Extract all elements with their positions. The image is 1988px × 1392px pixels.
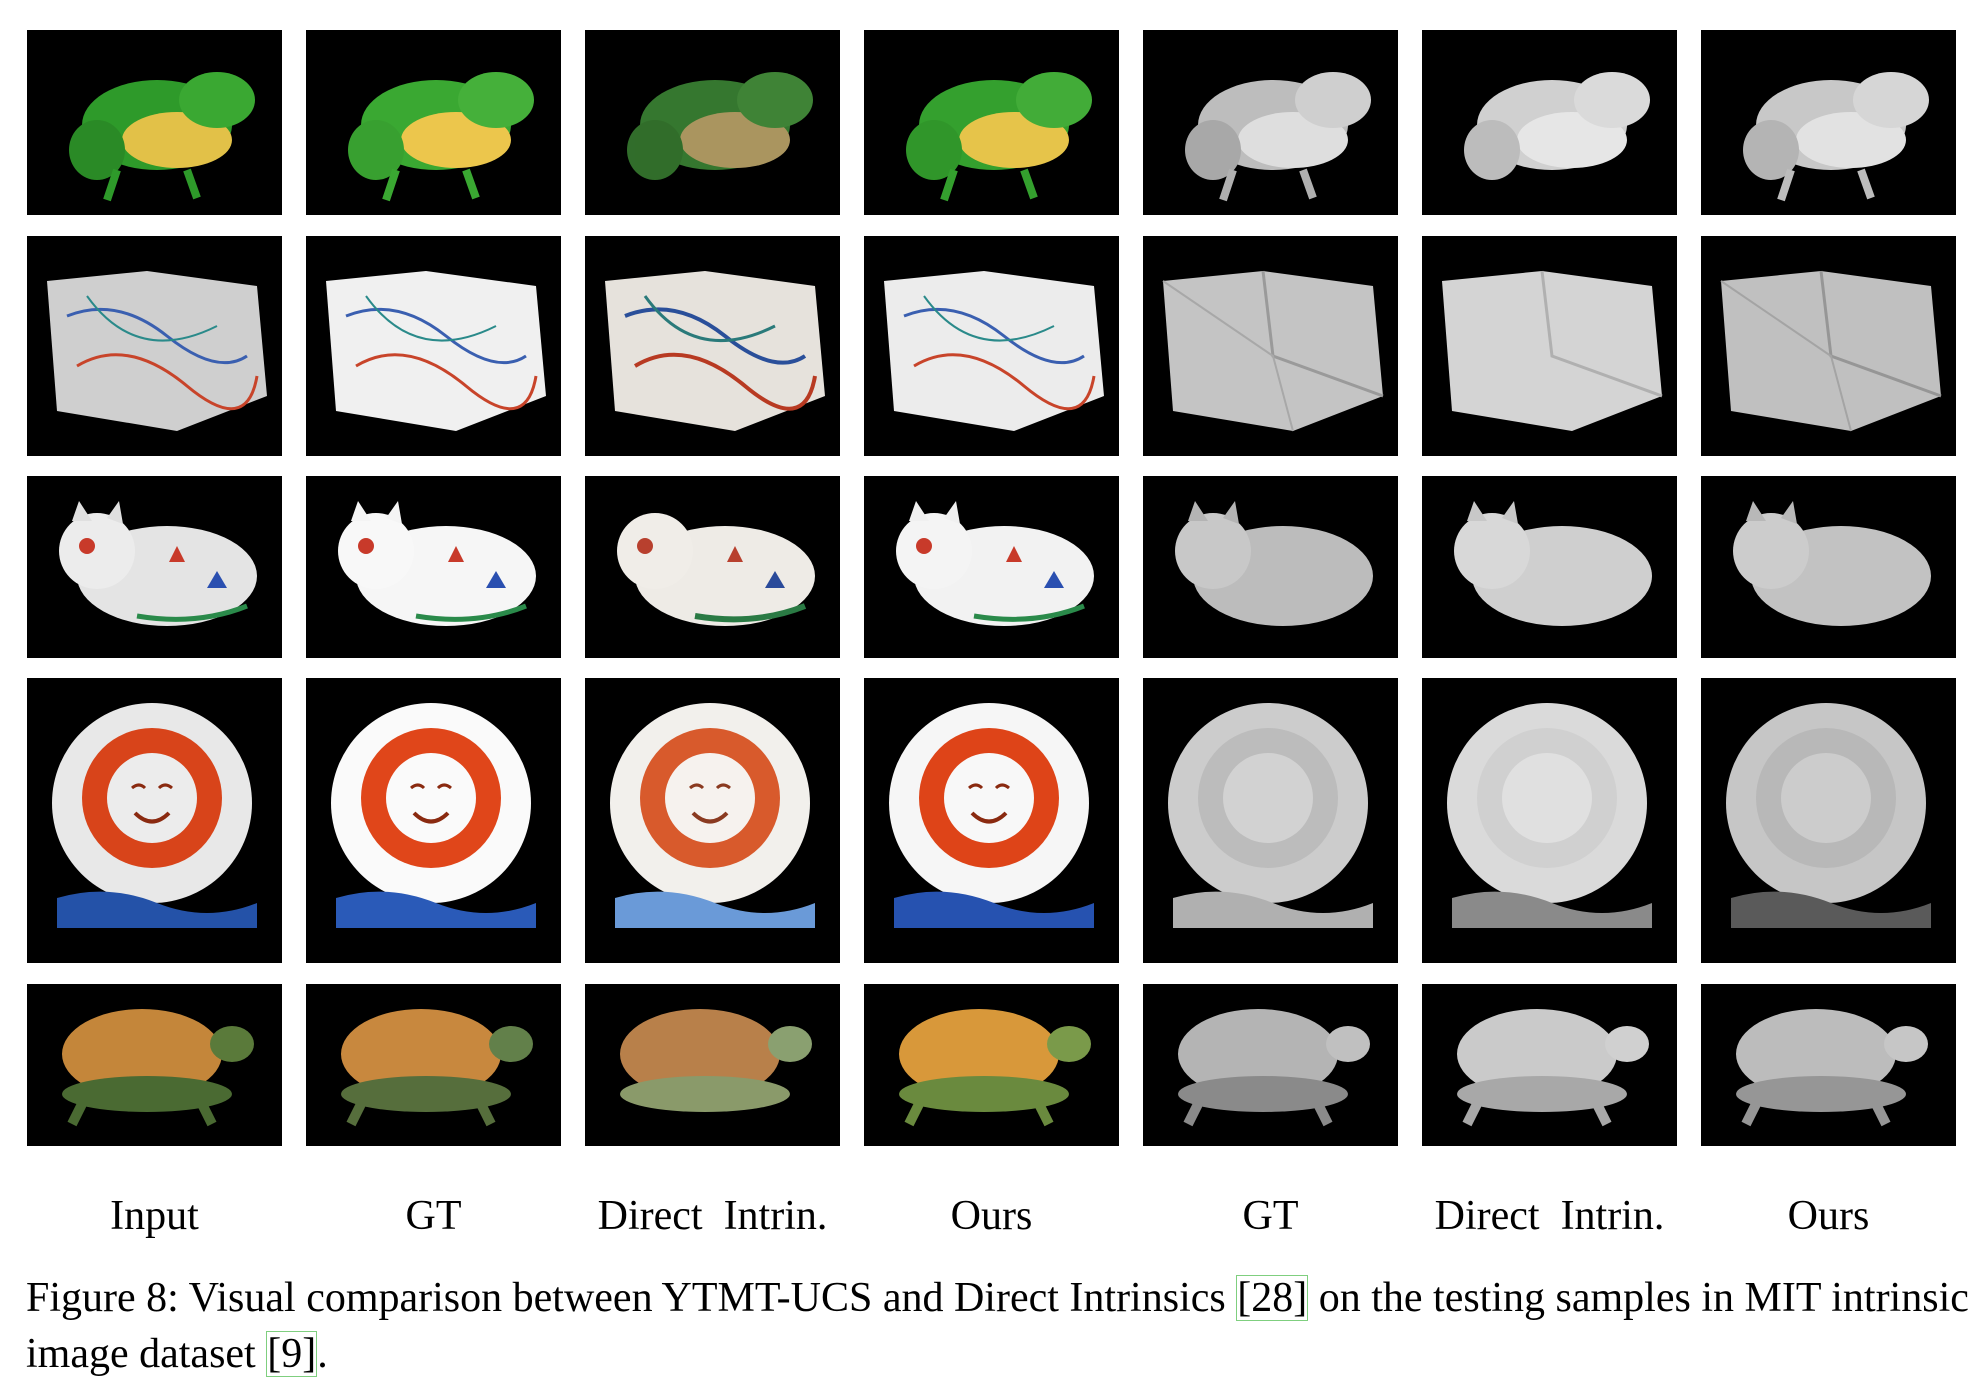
cell-cat-ours-reflectance (864, 476, 1119, 658)
cell-frog-gt-shading (1143, 30, 1398, 215)
cell-cat-direct-shading (1422, 476, 1677, 658)
cell-cat-direct-reflectance (585, 476, 840, 658)
cell-paper-ours-reflectance (864, 236, 1119, 456)
cat-figurine-icon (1175, 501, 1373, 626)
turtle-icon (620, 1009, 812, 1112)
frog-icon (1743, 72, 1929, 200)
turtle-icon (1457, 1009, 1649, 1124)
frog-icon (906, 72, 1092, 200)
crumpled-paper-icon (326, 271, 546, 431)
cell-paper-gt-shading (1143, 236, 1398, 456)
cat-figurine-icon (1454, 501, 1652, 626)
sun-bank-icon (889, 703, 1094, 928)
cat-figurine-icon (617, 513, 815, 626)
cell-paper-direct-shading (1422, 236, 1677, 456)
citation-link-9[interactable]: [9] (266, 1331, 317, 1377)
sun-bank-icon (610, 703, 815, 928)
figure-grid: Input GT Direct Intrin. Ours GT Direct I… (0, 0, 1988, 1180)
cell-sun-gt-reflectance (306, 678, 561, 963)
cell-sun-direct-shading (1422, 678, 1677, 963)
cell-sun-direct-reflectance (585, 678, 840, 963)
cell-frog-ours-reflectance (864, 30, 1119, 215)
cell-sun-ours-shading (1701, 678, 1956, 963)
figure-caption: Figure 8: Visual comparison between YTMT… (26, 1270, 1986, 1382)
crumpled-paper-icon (1442, 271, 1662, 431)
column-label-gt-reflectance: GT (306, 1192, 561, 1240)
turtle-icon (1736, 1009, 1928, 1124)
column-label-ours-reflectance: Ours (864, 1192, 1119, 1240)
cell-turtle-input (27, 984, 282, 1146)
cell-frog-direct-shading (1422, 30, 1677, 215)
cell-frog-gt-reflectance (306, 30, 561, 215)
cell-turtle-direct-shading (1422, 984, 1677, 1146)
cell-sun-input (27, 678, 282, 963)
column-label-direct-reflectance: Direct Intrin. (585, 1192, 840, 1240)
crumpled-paper-icon (47, 271, 267, 431)
cell-cat-gt-shading (1143, 476, 1398, 658)
cat-figurine-icon (896, 501, 1094, 626)
cell-paper-input (27, 236, 282, 456)
sun-bank-icon (1447, 703, 1652, 928)
sun-bank-icon (1726, 703, 1931, 928)
cell-turtle-gt-reflectance (306, 984, 561, 1146)
cell-paper-ours-shading (1701, 236, 1956, 456)
frog-icon (69, 72, 255, 200)
cell-cat-gt-reflectance (306, 476, 561, 658)
turtle-icon (1178, 1009, 1370, 1124)
cat-figurine-icon (338, 501, 536, 626)
cat-figurine-icon (1733, 501, 1931, 626)
cell-turtle-gt-shading (1143, 984, 1398, 1146)
caption-suffix: . (317, 1331, 328, 1377)
cell-frog-input (27, 30, 282, 215)
cell-turtle-direct-reflectance (585, 984, 840, 1146)
cell-sun-gt-shading (1143, 678, 1398, 963)
sun-bank-icon (52, 703, 257, 928)
column-label-gt-shading: GT (1143, 1192, 1398, 1240)
crumpled-paper-icon (884, 271, 1104, 431)
frog-icon (627, 72, 813, 180)
sun-bank-icon (1168, 703, 1373, 928)
cell-cat-ours-shading (1701, 476, 1956, 658)
crumpled-paper-icon (1163, 271, 1383, 431)
frog-icon (1464, 72, 1650, 180)
turtle-icon (62, 1009, 254, 1124)
column-label-ours-shading: Ours (1701, 1192, 1956, 1240)
cell-cat-input (27, 476, 282, 658)
frog-icon (1185, 72, 1371, 200)
sun-bank-icon (331, 703, 536, 928)
cell-frog-direct-reflectance (585, 30, 840, 215)
cell-frog-ours-shading (1701, 30, 1956, 215)
turtle-icon (899, 1009, 1091, 1124)
cell-sun-ours-reflectance (864, 678, 1119, 963)
column-label-input: Input (27, 1192, 282, 1240)
cat-figurine-icon (59, 501, 257, 626)
cell-paper-direct-reflectance (585, 236, 840, 456)
column-label-direct-shading: Direct Intrin. (1422, 1192, 1677, 1240)
citation-link-28[interactable]: [28] (1236, 1275, 1308, 1321)
cell-turtle-ours-reflectance (864, 984, 1119, 1146)
crumpled-paper-icon (605, 271, 825, 431)
turtle-icon (341, 1009, 533, 1124)
cell-paper-gt-reflectance (306, 236, 561, 456)
crumpled-paper-icon (1721, 271, 1941, 431)
cell-turtle-ours-shading (1701, 984, 1956, 1146)
frog-icon (348, 72, 534, 200)
caption-prefix: Figure 8: Visual comparison between YTMT… (26, 1275, 1236, 1321)
